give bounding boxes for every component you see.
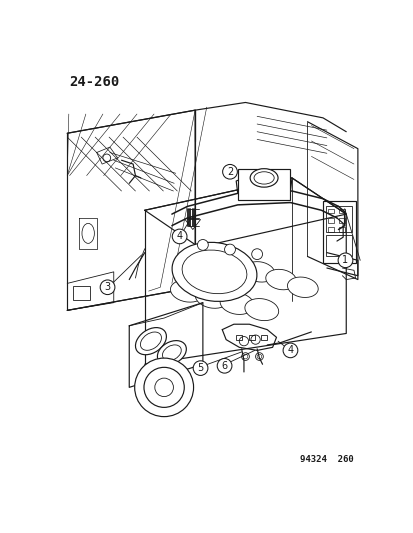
Text: 4: 4 <box>287 345 293 356</box>
Ellipse shape <box>170 280 204 302</box>
Text: 6: 6 <box>221 361 227 371</box>
Bar <box>73 286 90 300</box>
Circle shape <box>222 165 237 179</box>
Text: 24-260: 24-260 <box>69 75 119 88</box>
Text: 2: 2 <box>226 167 233 177</box>
Ellipse shape <box>195 286 228 308</box>
Bar <box>248 335 254 341</box>
Text: 3: 3 <box>104 282 110 292</box>
Bar <box>339 218 344 223</box>
Bar <box>327 218 333 223</box>
Circle shape <box>154 378 173 397</box>
Circle shape <box>172 229 187 244</box>
Ellipse shape <box>172 243 256 302</box>
Bar <box>339 209 344 213</box>
Circle shape <box>193 361 207 375</box>
Bar <box>325 235 351 256</box>
Bar <box>327 209 333 213</box>
Bar <box>236 335 242 341</box>
Circle shape <box>251 249 262 260</box>
Bar <box>327 227 333 232</box>
Circle shape <box>239 336 248 346</box>
Ellipse shape <box>249 168 278 187</box>
Circle shape <box>250 335 260 344</box>
Circle shape <box>337 253 352 268</box>
Ellipse shape <box>135 328 166 355</box>
Circle shape <box>217 359 231 373</box>
Bar <box>260 335 266 341</box>
Ellipse shape <box>287 277 318 297</box>
Ellipse shape <box>244 298 278 321</box>
Bar <box>322 201 355 263</box>
Bar <box>237 169 290 200</box>
Circle shape <box>282 343 297 358</box>
Bar <box>325 206 351 232</box>
Text: 1: 1 <box>342 255 348 265</box>
Text: 4: 4 <box>176 231 182 241</box>
Ellipse shape <box>220 293 253 314</box>
Circle shape <box>134 358 193 417</box>
Bar <box>339 227 344 232</box>
Text: 5: 5 <box>197 363 203 373</box>
Ellipse shape <box>244 262 274 282</box>
Ellipse shape <box>265 269 296 290</box>
Circle shape <box>224 244 235 255</box>
Circle shape <box>144 367 184 407</box>
Ellipse shape <box>157 341 186 365</box>
Circle shape <box>100 280 115 295</box>
Circle shape <box>197 239 208 251</box>
Text: 94324  260: 94324 260 <box>299 455 353 464</box>
